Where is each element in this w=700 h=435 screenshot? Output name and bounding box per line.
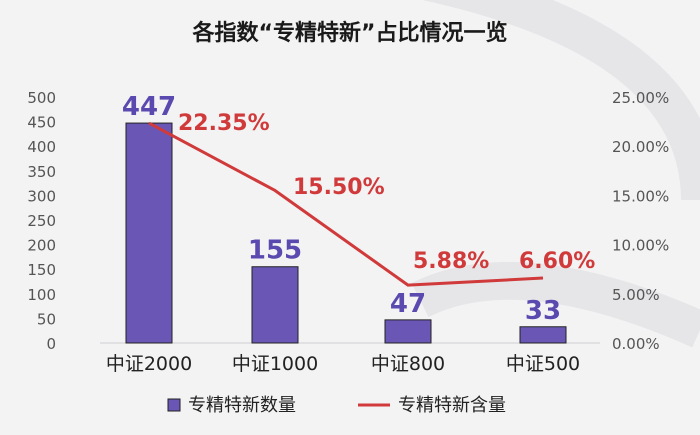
watermark-arc-top <box>422 0 700 201</box>
left-axis-tick-label: 300 <box>27 187 56 205</box>
bar-value-label: 47 <box>390 289 426 319</box>
x-axis-category-label: 中证1000 <box>232 353 318 375</box>
bar-value-label: 33 <box>525 296 561 326</box>
left-axis-tick-label: 150 <box>27 261 56 279</box>
left-axis-tick-label: 250 <box>27 212 56 230</box>
right-axis-tick-label: 5.00% <box>612 286 660 304</box>
data-labels: 447 155 47 33 22.35% 15.50% 5.88% 6.60% <box>122 92 595 326</box>
right-axis-tick-label: 0.00% <box>612 335 660 353</box>
left-axis-tick-label: 450 <box>27 114 56 132</box>
line-value-label: 6.60% <box>519 249 595 274</box>
right-axis-tick-label: 20.00% <box>612 138 669 156</box>
x-axis-category-label: 中证2000 <box>106 353 192 375</box>
background-watermark <box>411 0 700 348</box>
bar <box>519 326 567 344</box>
watermark-arc-bottom <box>411 261 700 348</box>
right-axis-tick-label: 25.00% <box>612 89 669 107</box>
line-value-label: 15.50% <box>293 175 385 200</box>
left-axis-tick-label: 100 <box>27 286 56 304</box>
chart-title: 各指数“专精特新”占比情况一览 <box>192 20 508 46</box>
right-axis-tick-label: 10.00% <box>612 237 669 255</box>
bar-value-label: 155 <box>248 236 302 266</box>
legend-bar-swatch <box>167 398 181 412</box>
left-axis-tick-label: 200 <box>27 237 56 255</box>
line-value-label: 5.88% <box>413 249 489 274</box>
right-axis-tick-label: 15.00% <box>612 187 669 205</box>
bar <box>251 266 299 344</box>
axes: 0 50 100 150 200 250 300 350 400 450 500 0.00% 5.00%… <box>27 89 669 375</box>
legend-line-label: 专精特新含量 <box>398 395 506 416</box>
line-value-label: 22.35% <box>178 111 270 136</box>
left-axis-tick-label: 500 <box>27 89 56 107</box>
legend: 专精特新数量 专精特新含量 <box>167 395 506 416</box>
bar-value-label: 447 <box>122 92 176 122</box>
left-axis-tick-label: 350 <box>27 163 56 181</box>
left-axis-tick-label: 400 <box>27 138 56 156</box>
left-axis-tick-label: 50 <box>37 310 56 328</box>
left-axis-tick-label: 0 <box>46 335 56 353</box>
bar <box>384 319 432 344</box>
line-path <box>148 121 544 287</box>
x-axis-category-label: 中证800 <box>371 353 445 375</box>
legend-bar-label: 专精特新数量 <box>188 395 296 416</box>
bars <box>125 122 567 344</box>
line-series <box>148 121 544 287</box>
x-axis-category-label: 中证500 <box>506 353 580 375</box>
bar <box>125 122 173 344</box>
